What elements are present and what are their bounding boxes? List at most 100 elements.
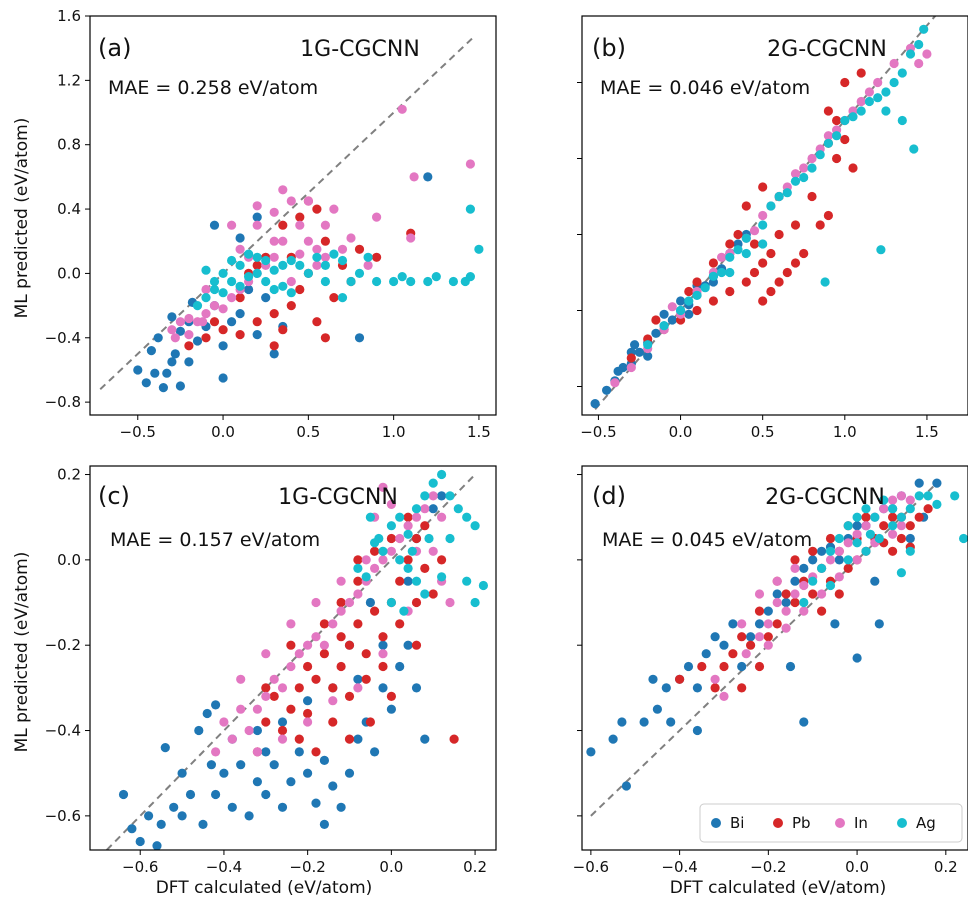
point-bi: [639, 717, 649, 727]
x-tick-label: −0.5: [120, 423, 156, 441]
point-ag: [873, 93, 883, 103]
point-ag: [363, 252, 373, 262]
point-ag: [437, 469, 447, 480]
point-pb: [303, 661, 313, 672]
point-bi: [651, 328, 661, 338]
point-ag: [914, 39, 924, 50]
point-ag: [896, 568, 907, 578]
point-ag: [843, 521, 853, 531]
point-bi: [177, 768, 187, 778]
y-tick-label: −0.2: [45, 636, 81, 654]
point-bi: [652, 704, 663, 714]
axes-frame: [89, 465, 497, 851]
point-pb: [749, 267, 760, 278]
point-bi: [261, 293, 271, 303]
point-pb: [361, 674, 371, 684]
point-ag: [692, 290, 702, 300]
legend-marker-in: [835, 818, 845, 828]
point-pb: [411, 640, 422, 650]
point-in: [201, 309, 211, 319]
point-bi: [175, 381, 185, 391]
panel-title: 1G-CGCNN: [300, 37, 420, 62]
point-pb: [420, 521, 430, 531]
point-pb: [861, 512, 871, 522]
point-pb: [772, 619, 782, 629]
point-ag: [861, 546, 871, 556]
point-pb: [428, 589, 438, 599]
point-pb: [741, 277, 751, 287]
point-bi: [261, 747, 271, 757]
point-bi: [648, 674, 658, 684]
point-ag: [643, 340, 653, 350]
point-ag: [881, 87, 891, 97]
point-ag: [897, 68, 907, 78]
point-pb: [361, 649, 371, 659]
point-pb: [449, 734, 459, 744]
point-in: [781, 606, 791, 616]
point-bi: [378, 683, 388, 693]
point-bi: [661, 683, 671, 693]
point-in: [294, 649, 304, 659]
y-tick-label: −0.6: [45, 807, 81, 825]
legend-marker-ag: [897, 818, 907, 828]
point-ag: [365, 512, 375, 522]
panel-tag: (d): [592, 482, 626, 510]
point-in: [790, 563, 800, 574]
point-in: [218, 304, 228, 314]
point-ag: [192, 301, 203, 311]
point-bi: [158, 383, 168, 393]
point-ag: [758, 220, 768, 230]
point-bi: [621, 781, 632, 791]
point-in: [372, 212, 382, 222]
point-ag: [227, 276, 237, 287]
point-in: [406, 233, 416, 243]
point-ag: [919, 24, 929, 34]
point-in: [269, 674, 279, 684]
point-in: [790, 589, 800, 599]
point-in: [852, 529, 862, 539]
point-bi: [269, 349, 279, 359]
point-ag: [372, 276, 382, 287]
point-ag: [733, 245, 743, 255]
point-in: [772, 576, 782, 586]
point-in: [378, 555, 388, 565]
point-in: [428, 546, 438, 556]
point-ag: [428, 478, 438, 488]
point-ag: [843, 555, 853, 565]
point-pb: [888, 546, 898, 556]
y-tick-label: 0.4: [57, 200, 81, 218]
x-tick-label: −0.5: [580, 423, 616, 441]
point-in: [896, 521, 907, 531]
point-in: [790, 169, 801, 179]
point-bi: [303, 696, 313, 706]
point-ag: [840, 115, 850, 126]
point-in: [252, 704, 262, 714]
point-ag: [252, 268, 262, 278]
point-in: [236, 674, 246, 684]
point-pb: [320, 333, 330, 343]
y-tick-label: 0.2: [57, 466, 81, 484]
point-in: [328, 696, 338, 706]
point-in: [236, 704, 246, 714]
point-ag: [218, 268, 228, 278]
point-bi: [370, 747, 380, 757]
point-pb: [353, 619, 363, 629]
point-ag: [445, 491, 455, 501]
point-bi: [277, 717, 288, 727]
point-ag: [320, 276, 330, 287]
point-in: [370, 563, 380, 574]
point-ag: [905, 546, 915, 556]
panels-group: −0.5 0.0 0.5 1.0 1.5 −0.8 −0.4 0.0 0.4 0.8 1.2 1.6 (…: [45, 7, 968, 876]
point-ag: [825, 580, 836, 591]
point-pb: [235, 330, 245, 340]
point-ag: [209, 276, 220, 287]
point-ag: [864, 96, 875, 107]
point-ag: [852, 538, 862, 548]
point-bi: [403, 640, 413, 650]
point-in: [261, 691, 271, 702]
x-tick-label: −0.6: [573, 858, 609, 876]
point-in: [873, 77, 883, 88]
point-in: [465, 159, 475, 169]
point-pb: [278, 220, 288, 230]
point-ag: [278, 260, 288, 270]
